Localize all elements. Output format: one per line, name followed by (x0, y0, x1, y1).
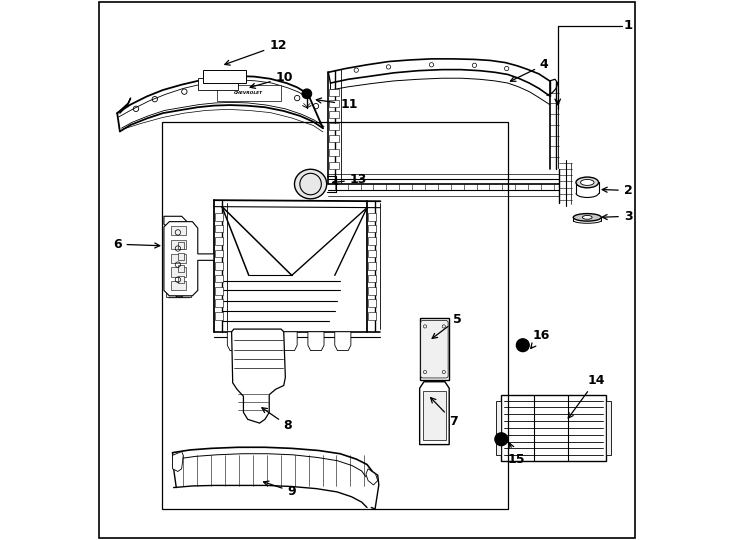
Bar (203, 70, 246, 83)
Text: 11: 11 (316, 98, 357, 111)
Bar (178, 253, 184, 260)
Bar (330, 148, 339, 156)
Bar (368, 213, 376, 220)
Text: 8: 8 (262, 408, 292, 433)
Bar (171, 267, 186, 276)
Text: 6: 6 (113, 238, 160, 251)
Bar (368, 237, 376, 245)
Polygon shape (168, 227, 189, 297)
Bar (368, 299, 376, 307)
Bar (178, 265, 184, 272)
Text: 10: 10 (250, 71, 293, 89)
Text: CHEVROLET: CHEVROLET (234, 91, 264, 94)
Bar (215, 262, 223, 270)
Bar (368, 313, 376, 320)
Text: 5: 5 (432, 313, 462, 339)
Bar (171, 240, 186, 249)
Text: 1: 1 (624, 19, 633, 32)
FancyBboxPatch shape (421, 321, 448, 378)
Polygon shape (172, 451, 184, 471)
Bar (215, 213, 223, 220)
Text: 7: 7 (431, 397, 458, 428)
Text: 16: 16 (531, 329, 550, 348)
Polygon shape (232, 329, 286, 423)
Polygon shape (606, 401, 611, 455)
Bar (330, 111, 339, 118)
Text: 2: 2 (602, 184, 633, 197)
Polygon shape (501, 395, 606, 461)
Bar (330, 135, 339, 142)
Ellipse shape (576, 177, 598, 188)
Bar (178, 241, 184, 248)
Text: 12: 12 (225, 39, 287, 65)
Polygon shape (335, 332, 351, 350)
Polygon shape (281, 332, 297, 350)
Bar (217, 85, 281, 101)
Bar (330, 90, 339, 97)
Text: 4: 4 (510, 58, 548, 82)
Bar (368, 275, 376, 282)
Text: 15: 15 (508, 443, 525, 465)
Ellipse shape (581, 179, 594, 185)
Bar (171, 281, 186, 291)
Text: 9: 9 (264, 481, 296, 498)
Bar (368, 249, 376, 257)
Polygon shape (423, 391, 446, 440)
Ellipse shape (582, 215, 592, 219)
Polygon shape (228, 332, 244, 350)
Text: 14: 14 (568, 374, 605, 418)
Bar (178, 276, 184, 284)
Circle shape (516, 339, 529, 352)
Bar (330, 100, 339, 107)
Text: 3: 3 (602, 210, 633, 223)
Ellipse shape (573, 214, 601, 221)
Bar (368, 287, 376, 295)
Polygon shape (366, 469, 378, 485)
Polygon shape (308, 332, 324, 350)
Bar (161, 122, 508, 509)
Bar (215, 237, 223, 245)
Ellipse shape (294, 169, 327, 199)
Bar (215, 225, 223, 232)
Polygon shape (164, 221, 214, 296)
Text: 13: 13 (333, 173, 367, 186)
Bar (215, 313, 223, 320)
Circle shape (302, 89, 312, 99)
Bar (368, 225, 376, 232)
Bar (368, 262, 376, 270)
Polygon shape (166, 291, 192, 297)
Polygon shape (420, 382, 449, 444)
Polygon shape (420, 319, 449, 380)
Polygon shape (164, 217, 187, 297)
Bar (215, 249, 223, 257)
Bar (215, 299, 223, 307)
Bar (330, 123, 339, 130)
Polygon shape (496, 401, 501, 455)
Circle shape (495, 433, 508, 446)
Bar (215, 275, 223, 282)
Bar (197, 78, 238, 90)
Bar (330, 162, 339, 169)
Bar (171, 226, 186, 235)
Bar (215, 287, 223, 295)
Polygon shape (254, 332, 270, 350)
Bar (171, 254, 186, 263)
